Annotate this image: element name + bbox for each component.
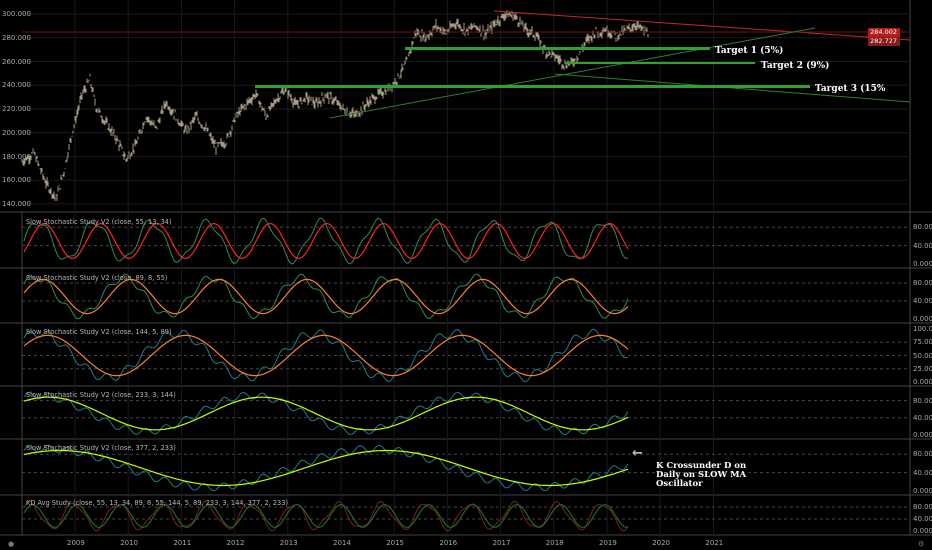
- price-tick-label: 200.000: [2, 128, 31, 137]
- oscillator-tick-label: 40.000: [913, 515, 932, 523]
- oscillator-tick-label: 80.000: [913, 223, 932, 232]
- stochastic-d-line: [23, 449, 629, 487]
- time-tick-label: 2013: [279, 539, 298, 547]
- oscillator-tick-label: 0.000: [913, 527, 932, 535]
- stochastic-d-line: [23, 504, 629, 528]
- support-trendline: [329, 27, 816, 119]
- oscillator-3-title: Slow Stochastic Study V2 (close, 144, 5,…: [26, 328, 172, 336]
- time-tick-label: 2020: [652, 539, 671, 547]
- oscillator-tick-label: 40.000: [913, 468, 932, 477]
- oscillator-tick-label: 0.000: [913, 431, 932, 439]
- price-tick-label: 240.000: [2, 81, 31, 90]
- left-arrow-icon: ←: [632, 446, 643, 461]
- time-tick-label: 2009: [67, 539, 85, 547]
- target-1-label: Target 1 (5%): [715, 46, 784, 56]
- oscillator-tick-label: 0.000: [913, 378, 932, 386]
- time-tick-label: 2012: [226, 539, 245, 547]
- target-3-line: [255, 85, 810, 88]
- stochastic-d-line: [23, 278, 629, 315]
- oscillator-tick-label: 80.000: [913, 279, 932, 287]
- price-tick-label: 260.000: [2, 57, 31, 66]
- crossunder-note-line-3: Oscillator: [656, 479, 703, 489]
- time-tick-label: 2015: [386, 539, 405, 547]
- time-tick-label: 2010: [120, 539, 139, 547]
- time-tick-label: 2017: [492, 539, 511, 547]
- oscillator-tick-label: 40.000: [913, 241, 932, 250]
- previous-price-label: 282.727: [868, 37, 900, 46]
- stochastic-k-line: [23, 444, 629, 492]
- oscillator-tick-label: 0.000: [913, 315, 932, 323]
- oscillator-tick-label: 0.000: [913, 487, 932, 495]
- oscillator-tick-label: 40.000: [913, 413, 932, 422]
- oscillator-tick-label: 80.000: [913, 396, 932, 405]
- settings-icon[interactable]: ⚙: [918, 540, 925, 548]
- price-tick-label: 300.000: [2, 10, 31, 18]
- stochastic-k-line: [23, 273, 629, 320]
- price-tick-label: 180.000: [2, 152, 31, 161]
- stochastic-d-line: [23, 396, 629, 431]
- stochastic-k-line: [23, 328, 629, 383]
- time-tick-label: 2018: [545, 539, 564, 547]
- time-tick-label: 2014: [333, 539, 351, 547]
- crossunder-note-line-1: K Crossunder D on: [656, 461, 747, 471]
- time-tick-label: 2019: [599, 539, 617, 547]
- oscillator-tick-label: 80.000: [913, 450, 932, 459]
- oscillator-tick-label: 25.000: [913, 364, 932, 373]
- oscillator-tick-label: 100.000: [913, 325, 932, 333]
- oscillator-tick-label: 50.000: [913, 351, 932, 360]
- oscillator-tick-label: 80.000: [913, 503, 932, 511]
- target-2-label: Target 2 (9%): [761, 61, 830, 71]
- crossunder-note: K Crossunder D on Daily on SLOW MA Oscil…: [656, 462, 746, 489]
- resistance-trendline: [493, 10, 911, 41]
- crossunder-note-line-2: Daily on SLOW MA: [656, 470, 747, 480]
- time-tick-label: 2016: [439, 539, 458, 547]
- oscillator-tick-label: 75.000: [913, 338, 932, 347]
- stochastic-d-line: [23, 334, 629, 377]
- tradingview-logo-icon[interactable]: ●: [8, 540, 15, 548]
- price-tick-label: 220.000: [2, 105, 31, 113]
- target-1-line: [405, 47, 710, 50]
- oscillator-5-title: Slow Stochastic Study V2 (close, 377, 2,…: [26, 444, 176, 452]
- time-tick-label: 2011: [173, 539, 192, 547]
- oscillator-4-title: Slow Stochastic Study V2 (close, 233, 3,…: [26, 391, 176, 399]
- stochastic-k-line: [23, 391, 629, 436]
- oscillator-tick-label: 40.000: [913, 297, 932, 305]
- time-tick-label: 2021: [705, 539, 724, 547]
- oscillator-1-title: Slow Stochastic Study V2 (close, 55, 13,…: [26, 218, 172, 226]
- oscillator-tick-label: 0.000: [913, 260, 932, 268]
- last-price-label: 284.002: [868, 28, 900, 37]
- target-3-label: Target 3 (15%: [815, 84, 886, 94]
- price-tick-label: 160.000: [2, 176, 31, 185]
- price-tick-label: 140.000: [2, 200, 31, 208]
- target-2-line: [565, 62, 755, 64]
- price-tick-label: 280.000: [2, 33, 31, 42]
- stochastic-d-line: [23, 222, 629, 260]
- kd-avg-title: KD Avg Study (close, 55, 13, 34, 89, 8, …: [26, 499, 288, 507]
- oscillator-2-title: Slow Stochastic Study V2 (close, 89, 8, …: [26, 274, 168, 282]
